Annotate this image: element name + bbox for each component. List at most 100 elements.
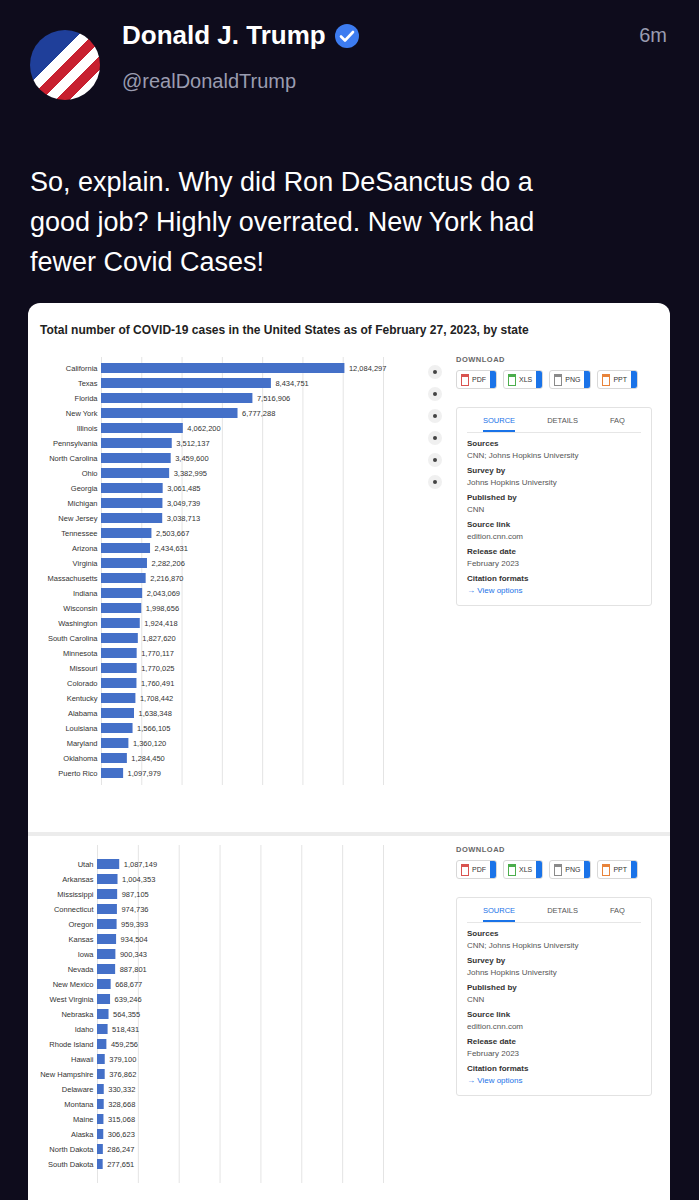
svg-text:Kentucky: Kentucky: [67, 694, 98, 703]
svg-text:3,512,137: 3,512,137: [176, 439, 209, 448]
svg-text:330,332: 330,332: [108, 1085, 135, 1094]
svg-text:1,087,149: 1,087,149: [124, 860, 157, 869]
svg-text:Missouri: Missouri: [70, 664, 98, 673]
svg-text:Nebraska: Nebraska: [61, 1010, 94, 1019]
svg-text:Hawaii: Hawaii: [71, 1055, 94, 1064]
svg-text:376,862: 376,862: [109, 1070, 136, 1079]
svg-text:2,282,206: 2,282,206: [151, 559, 184, 568]
svg-text:North Dakota: North Dakota: [49, 1145, 94, 1154]
svg-text:3,459,600: 3,459,600: [175, 454, 208, 463]
svg-text:West Virginia: West Virginia: [50, 995, 95, 1004]
svg-text:1,284,450: 1,284,450: [131, 754, 164, 763]
svg-text:Alabama: Alabama: [68, 709, 98, 718]
svg-text:Louisiana: Louisiana: [65, 724, 98, 733]
svg-text:1,566,105: 1,566,105: [137, 724, 170, 733]
svg-text:2,434,631: 2,434,631: [155, 544, 188, 553]
svg-text:New York: New York: [66, 409, 98, 418]
svg-text:North Carolina: North Carolina: [49, 454, 98, 463]
svg-text:4,062,200: 4,062,200: [187, 424, 220, 433]
svg-text:1,638,348: 1,638,348: [139, 709, 172, 718]
svg-text:Colorado: Colorado: [67, 679, 97, 688]
svg-text:California: California: [66, 364, 99, 373]
svg-text:3,049,739: 3,049,739: [167, 499, 200, 508]
svg-text:Tennessee: Tennessee: [61, 529, 97, 538]
svg-text:277,651: 277,651: [107, 1160, 134, 1169]
svg-text:887,801: 887,801: [120, 965, 147, 974]
svg-text:Iowa: Iowa: [78, 950, 95, 959]
svg-text:668,677: 668,677: [115, 980, 142, 989]
svg-text:South Carolina: South Carolina: [48, 634, 98, 643]
svg-text:Puerto Rico: Puerto Rico: [58, 769, 97, 778]
svg-text:Nevada: Nevada: [68, 965, 95, 974]
svg-text:1,827,620: 1,827,620: [142, 634, 175, 643]
svg-text:564,355: 564,355: [113, 1010, 140, 1019]
svg-text:Minnesota: Minnesota: [63, 649, 98, 658]
svg-text:Arkansas: Arkansas: [62, 875, 94, 884]
svg-text:1,770,117: 1,770,117: [141, 649, 174, 658]
svg-text:Rhode Island: Rhode Island: [49, 1040, 93, 1049]
html-text:Donald J. Trump: Donald J. Trump: [122, 20, 326, 50]
svg-text:3,061,485: 3,061,485: [167, 484, 200, 493]
svg-text:6,777,288: 6,777,288: [242, 409, 275, 418]
svg-text:12,084,297: 12,084,297: [349, 364, 387, 373]
svg-text:Oklahoma: Oklahoma: [63, 754, 98, 763]
svg-text:974,736: 974,736: [121, 905, 148, 914]
svg-text:Idaho: Idaho: [75, 1025, 94, 1034]
svg-text:Montana: Montana: [64, 1100, 94, 1109]
svg-text:Utah: Utah: [78, 860, 94, 869]
svg-text:Florida: Florida: [75, 394, 99, 403]
svg-text:Wisconsin: Wisconsin: [63, 604, 97, 613]
svg-text:8,434,751: 8,434,751: [275, 379, 308, 388]
svg-text:1,760,491: 1,760,491: [141, 679, 174, 688]
svg-text:Illinois: Illinois: [77, 424, 98, 433]
svg-text:459,256: 459,256: [111, 1040, 138, 1049]
svg-text:3,038,713: 3,038,713: [167, 514, 200, 523]
svg-text:900,343: 900,343: [120, 950, 147, 959]
svg-text:Maryland: Maryland: [67, 739, 98, 748]
svg-text:306,623: 306,623: [108, 1130, 135, 1139]
svg-text:Arizona: Arizona: [72, 544, 98, 553]
svg-text:1,924,418: 1,924,418: [144, 619, 177, 628]
svg-text:1,360,120: 1,360,120: [133, 739, 166, 748]
svg-text:2,043,069: 2,043,069: [147, 589, 180, 598]
svg-text:New Hampshire: New Hampshire: [40, 1070, 93, 1079]
svg-text:639,246: 639,246: [115, 995, 142, 1004]
svg-text:2,216,870: 2,216,870: [150, 574, 183, 583]
html-text:So, explain. Why did Ron DeSan: So, explain. Why did Ron DeSanctus do a …: [30, 167, 535, 277]
svg-text:Virginia: Virginia: [73, 559, 99, 568]
svg-text:Michigan: Michigan: [67, 499, 97, 508]
svg-text:1,770,025: 1,770,025: [141, 664, 174, 673]
svg-text:315,068: 315,068: [108, 1115, 135, 1124]
svg-text:Massachusetts: Massachusetts: [47, 574, 97, 583]
svg-text:379,100: 379,100: [109, 1055, 136, 1064]
svg-text:Pennsylvania: Pennsylvania: [53, 439, 98, 448]
svg-text:328,668: 328,668: [108, 1100, 135, 1109]
svg-text:1,004,353: 1,004,353: [122, 875, 155, 884]
svg-text:Kansas: Kansas: [68, 935, 93, 944]
svg-text:Delaware: Delaware: [62, 1085, 94, 1094]
svg-text:South Dakota: South Dakota: [48, 1160, 94, 1169]
svg-text:286,247: 286,247: [107, 1145, 134, 1154]
svg-text:987,105: 987,105: [122, 890, 149, 899]
svg-text:2,503,667: 2,503,667: [156, 529, 189, 538]
svg-text:934,504: 934,504: [121, 935, 148, 944]
svg-text:Connecticut: Connecticut: [54, 905, 95, 914]
svg-text:1,708,442: 1,708,442: [140, 694, 173, 703]
svg-text:Georgia: Georgia: [71, 484, 99, 493]
svg-text:Oregon: Oregon: [68, 920, 93, 929]
svg-text:Ohio: Ohio: [82, 469, 98, 478]
svg-text:Maine: Maine: [73, 1115, 93, 1124]
svg-text:1,998,656: 1,998,656: [146, 604, 179, 613]
svg-text:Mississippi: Mississippi: [57, 890, 94, 899]
svg-text:1,097,979: 1,097,979: [128, 769, 161, 778]
svg-text:518,431: 518,431: [112, 1025, 139, 1034]
svg-text:Alaska: Alaska: [71, 1130, 94, 1139]
svg-text:New Mexico: New Mexico: [53, 980, 94, 989]
svg-text:New Jersey: New Jersey: [58, 514, 97, 523]
svg-text:7,516,906: 7,516,906: [257, 394, 290, 403]
svg-text:Texas: Texas: [78, 379, 98, 388]
svg-text:Indiana: Indiana: [73, 589, 98, 598]
svg-text:959,393: 959,393: [121, 920, 148, 929]
svg-text:3,382,995: 3,382,995: [174, 469, 207, 478]
svg-text:Washington: Washington: [58, 619, 97, 628]
